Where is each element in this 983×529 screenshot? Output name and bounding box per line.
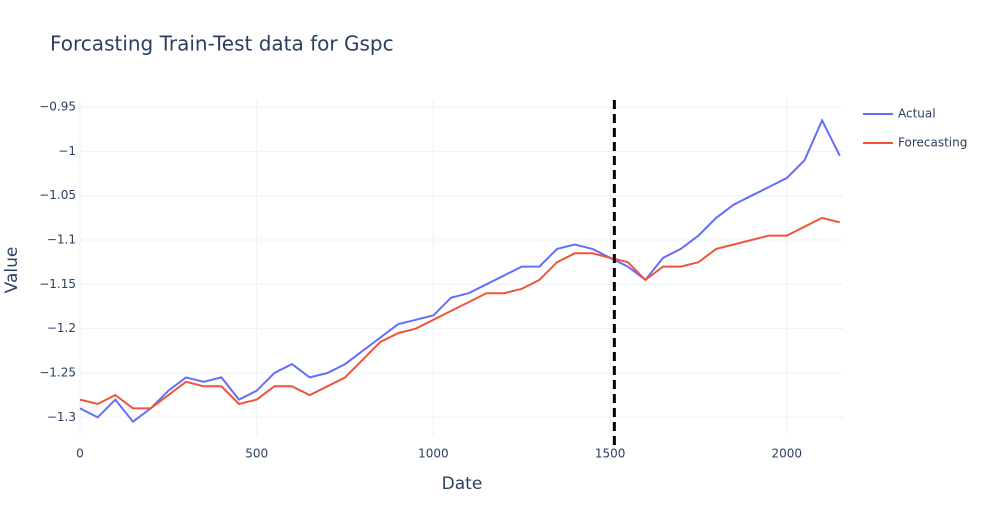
y-tick-label: −1.15 <box>39 277 76 291</box>
y-axis-title: Value <box>2 247 22 294</box>
x-axis-title: Date <box>442 474 483 494</box>
chart-title: Forcasting Train-Test data for Gspc <box>50 32 394 56</box>
x-tick-label: 1000 <box>418 447 449 461</box>
series-line <box>79 216 841 410</box>
y-tick-label: −1.3 <box>47 410 76 424</box>
y-tick-label: −1.25 <box>39 365 76 379</box>
y-tick-label: −1 <box>58 144 76 158</box>
y-tick-label: −1.2 <box>47 321 76 335</box>
x-tick-label: 500 <box>245 447 268 461</box>
y-tick-label: −1.05 <box>39 188 76 202</box>
y-tick-label: −1.1 <box>47 233 76 247</box>
legend-label: Actual <box>898 107 936 121</box>
x-tick-label: 2000 <box>772 447 803 461</box>
legend-label: Forecasting <box>898 136 967 150</box>
x-tick-label: 0 <box>76 447 84 461</box>
series-line <box>79 118 841 424</box>
y-tick-label: −0.95 <box>39 100 76 114</box>
x-tick-label: 1500 <box>595 447 626 461</box>
